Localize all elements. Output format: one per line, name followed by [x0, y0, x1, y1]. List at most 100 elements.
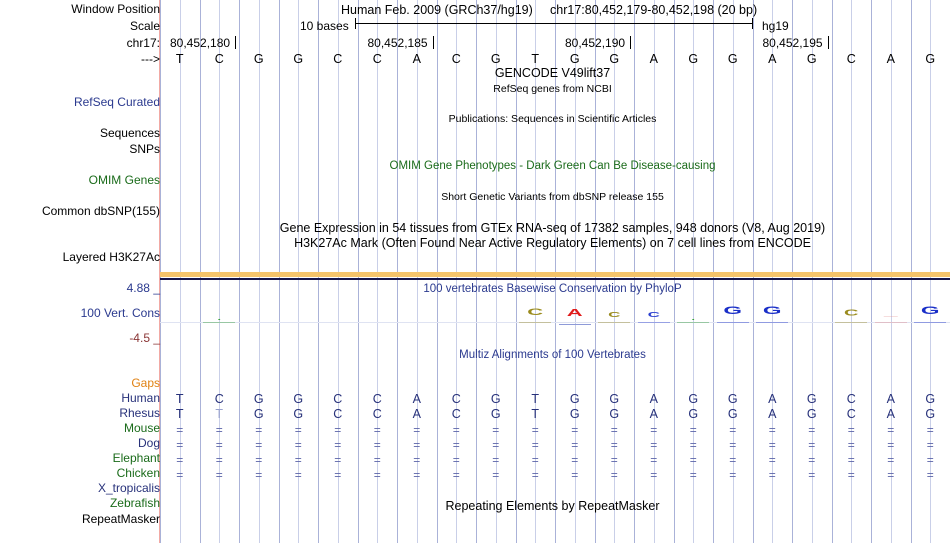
omim-track-title: OMIM Gene Phenotypes - Dark Green Can Be…: [389, 160, 716, 172]
alignment-base: G: [490, 392, 501, 406]
alignment-base: G: [569, 392, 580, 406]
alignment-base: A: [649, 392, 658, 406]
scale-bases-label: 10 bases: [300, 19, 349, 33]
phylop-base-glyph: C: [844, 308, 859, 318]
alignment-base: C: [372, 407, 382, 421]
alignment-base: G: [609, 392, 620, 406]
alignment-gap-mark: =: [255, 423, 263, 437]
reference-base: G: [688, 52, 699, 66]
alignment-gap-mark: =: [571, 453, 579, 467]
alignment-base: C: [333, 407, 343, 421]
gencode-track-title: GENCODE V49lift37: [494, 66, 611, 80]
alignment-base: C: [214, 392, 224, 406]
reference-base: G: [569, 52, 580, 66]
alignment-gap-mark: =: [887, 453, 895, 467]
species-label-dog[interactable]: Dog: [137, 436, 160, 450]
alignment-gap-mark: =: [294, 468, 302, 482]
label-omim-genes[interactable]: OMIM Genes: [88, 173, 160, 187]
h3k27ac-track-title: H3K27Ac Mark (Often Found Near Active Re…: [294, 236, 811, 250]
phylop-glyph-baseline: [914, 322, 947, 323]
alignment-base: G: [253, 392, 264, 406]
alignment-gap-mark: =: [492, 438, 500, 452]
alignment-gap-mark: =: [571, 423, 579, 437]
alignment-base: A: [412, 392, 421, 406]
alignment-gap-mark: =: [531, 423, 539, 437]
alignment-gap-mark: =: [808, 438, 816, 452]
alignment-gap-mark: =: [689, 468, 697, 482]
alignment-gap-mark: =: [689, 423, 697, 437]
alignment-gap-mark: =: [176, 453, 184, 467]
alignment-base: G: [569, 407, 580, 421]
alignment-base: C: [372, 392, 382, 406]
label-layered-h3k27ac[interactable]: Layered H3K27Ac: [62, 250, 160, 264]
alignment-base: G: [293, 407, 304, 421]
label-refseq-curated[interactable]: RefSeq Curated: [73, 95, 160, 109]
phylop-base-glyph: G: [762, 304, 782, 317]
species-label-chicken[interactable]: Chicken: [116, 466, 160, 480]
reference-base: G: [253, 52, 264, 66]
label-common-dbsnp[interactable]: Common dbSNP(155): [41, 204, 160, 218]
species-label-zebrafish[interactable]: Zebrafish: [109, 496, 160, 510]
species-label-gaps[interactable]: Gaps: [131, 376, 160, 390]
phylop-track-title: 100 vertebrates Basewise Conservation by…: [423, 283, 682, 295]
ruler-tick-mark: [432, 36, 434, 49]
alignment-gap-mark: =: [373, 438, 381, 452]
h3k27ac-signal-bar: [160, 272, 950, 277]
alignment-base: G: [727, 407, 738, 421]
alignment-gap-mark: =: [255, 438, 263, 452]
alignment-gap-mark: =: [373, 453, 381, 467]
species-label-rhesus[interactable]: Rhesus: [119, 406, 160, 420]
reference-base: A: [412, 52, 421, 66]
alignment-gap-mark: =: [334, 423, 342, 437]
alignment-base: A: [886, 407, 895, 421]
label-sequences[interactable]: Sequences: [99, 126, 160, 140]
publications-track-title: Publications: Sequences in Scientific Ar…: [448, 113, 657, 125]
alignment-gap-mark: =: [610, 453, 618, 467]
alignment-gap-mark: =: [926, 468, 934, 482]
label-strand-arrow: --->: [141, 52, 160, 66]
alignment-base: C: [451, 392, 461, 406]
phylop-glyph-baseline: [558, 324, 591, 325]
alignment-gap-mark: =: [531, 453, 539, 467]
label-scale: Scale: [129, 19, 160, 33]
alignment-gap-mark: =: [492, 423, 500, 437]
alignment-base: T: [531, 392, 540, 406]
alignment-base: A: [412, 407, 421, 421]
alignment-base: A: [768, 407, 777, 421]
phylop-glyph-baseline: [519, 322, 552, 323]
alignment-base: T: [175, 407, 184, 421]
species-label-elephant[interactable]: Elephant: [112, 451, 160, 465]
alignment-base: C: [333, 392, 343, 406]
alignment-gap-mark: =: [413, 468, 421, 482]
phylop-zero-line: [160, 322, 950, 323]
label-100-vert-cons[interactable]: 100 Vert. Cons: [80, 306, 160, 320]
alignment-gap-mark: =: [176, 423, 184, 437]
alignment-gap-mark: =: [531, 438, 539, 452]
species-label-human[interactable]: Human: [121, 391, 160, 405]
reference-base: G: [609, 52, 620, 66]
alignment-gap-mark: =: [610, 468, 618, 482]
left-boundary-rule: [159, 0, 160, 543]
species-label-mouse[interactable]: Mouse: [123, 421, 160, 435]
reference-base: T: [531, 52, 540, 66]
phylop-glyph-baseline: [756, 322, 789, 323]
reference-base: C: [451, 52, 461, 66]
label-repeatmasker[interactable]: RepeatMasker: [81, 512, 160, 526]
alignment-gap-mark: =: [413, 423, 421, 437]
phylop-glyph-baseline: [874, 322, 907, 323]
alignment-gap-mark: =: [926, 423, 934, 437]
phylop-base-glyph: —: [883, 314, 898, 318]
reference-base: C: [846, 52, 856, 66]
phylop-glyph-baseline: [677, 322, 710, 323]
alignment-gap-mark: =: [452, 438, 460, 452]
alignment-gap-mark: =: [334, 453, 342, 467]
refseq-track-title: RefSeq genes from NCBI: [493, 83, 612, 95]
alignment-base: C: [451, 407, 461, 421]
label-snps[interactable]: SNPs: [129, 142, 160, 156]
ruler-tick-label: 80,452,185: [367, 36, 428, 50]
species-label-x-tropicalis[interactable]: X_tropicalis: [97, 481, 160, 495]
alignment-gap-mark: =: [768, 468, 776, 482]
alignment-gap-mark: =: [215, 423, 223, 437]
alignment-base: A: [886, 392, 895, 406]
